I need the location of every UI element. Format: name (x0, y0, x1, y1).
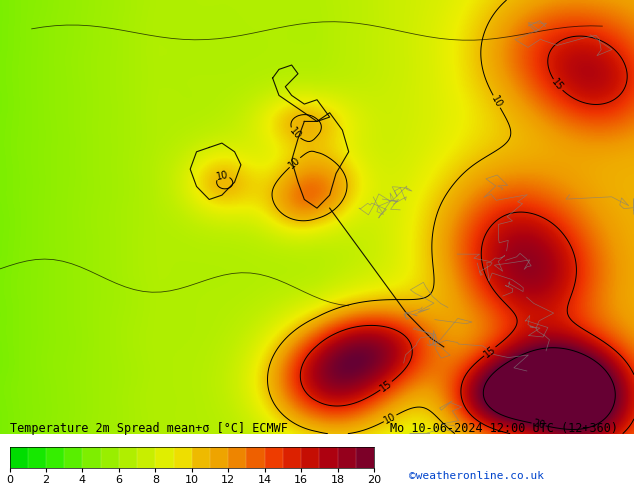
Bar (82, 447, 101, 468)
Bar (137, 447, 155, 468)
Bar (301, 447, 320, 468)
Bar (28, 447, 46, 468)
Bar (64, 447, 82, 468)
Bar (210, 447, 228, 468)
Bar (101, 447, 119, 468)
Text: 10: 10 (287, 125, 303, 141)
Text: 10: 10 (489, 94, 504, 109)
Bar (320, 447, 338, 468)
Bar (283, 447, 301, 468)
Text: 15: 15 (482, 343, 498, 359)
Text: Temperature 2m Spread mean+σ [°C] ECMWF: Temperature 2m Spread mean+σ [°C] ECMWF (10, 422, 287, 435)
Bar (174, 447, 191, 468)
Text: 15: 15 (378, 378, 394, 393)
Text: Mo 10-06-2024 12:00 UTC (12+360): Mo 10-06-2024 12:00 UTC (12+360) (390, 422, 618, 435)
Bar (10, 447, 28, 468)
Text: 15: 15 (550, 77, 566, 93)
Bar (356, 447, 374, 468)
Bar (46, 447, 64, 468)
Text: 10: 10 (216, 170, 230, 182)
Bar (155, 447, 174, 468)
Bar (265, 447, 283, 468)
Text: 10: 10 (287, 155, 303, 170)
Bar (337, 447, 356, 468)
Text: 20: 20 (531, 418, 546, 431)
Bar (119, 447, 137, 468)
Bar (192, 447, 210, 468)
Bar (247, 447, 265, 468)
Text: ©weatheronline.co.uk: ©weatheronline.co.uk (409, 471, 544, 481)
Text: 10: 10 (382, 411, 398, 426)
Bar (228, 447, 247, 468)
